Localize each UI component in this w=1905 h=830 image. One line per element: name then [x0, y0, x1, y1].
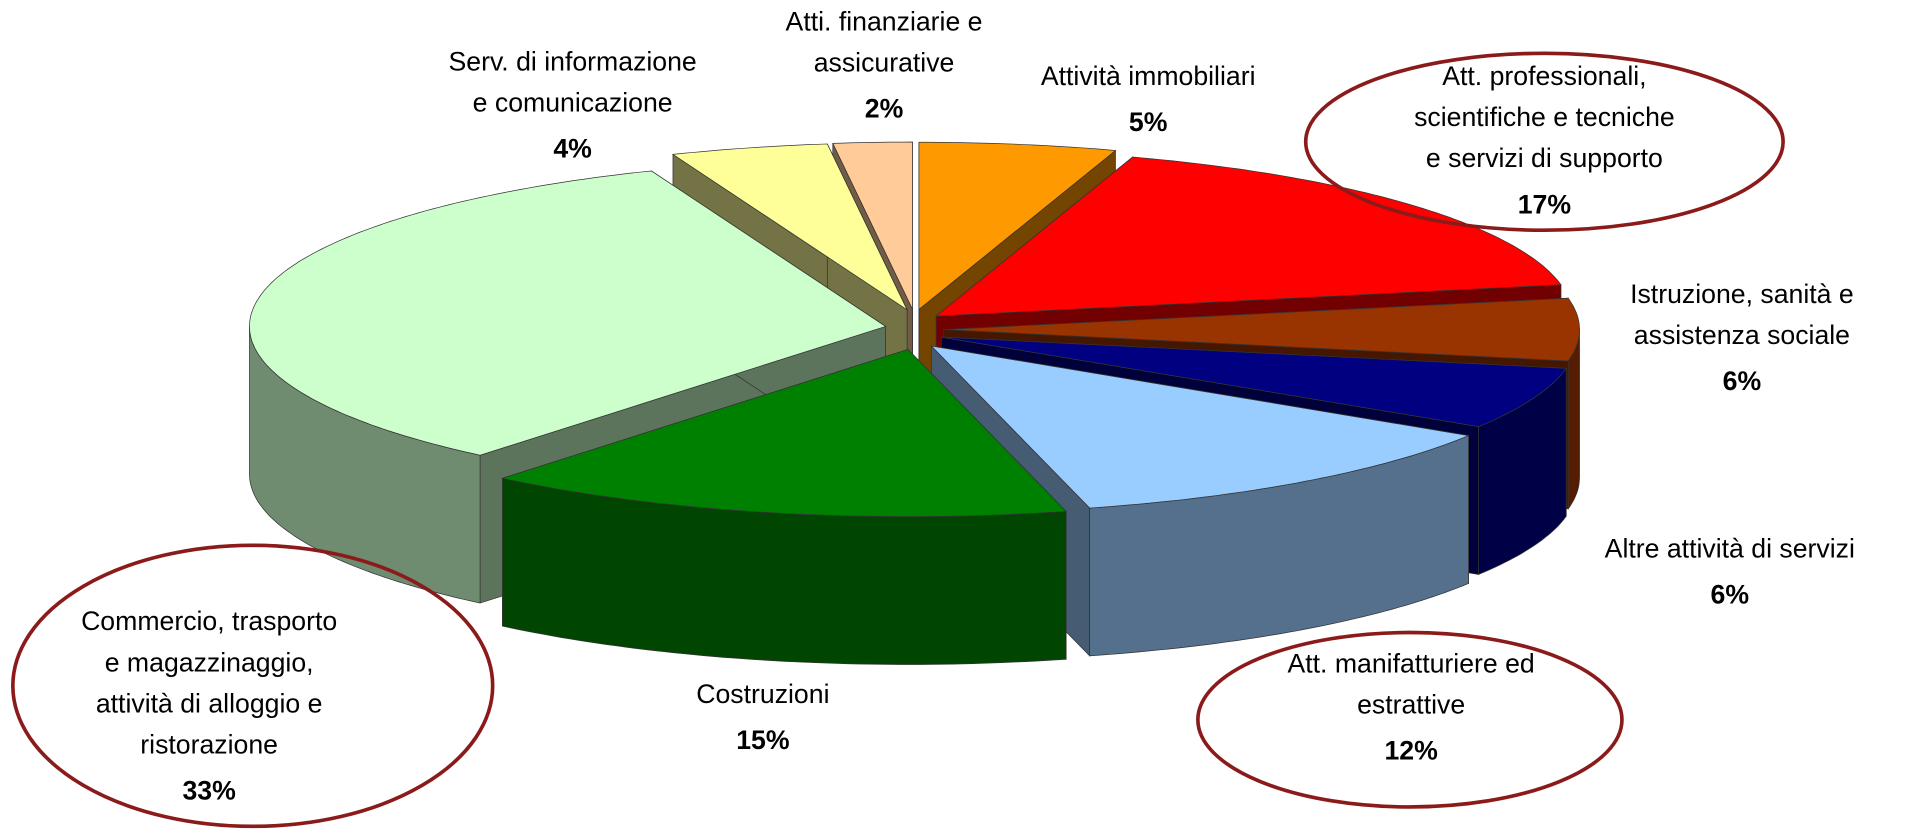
highlight-ellipse — [1303, 51, 1785, 233]
slice — [249, 170, 887, 456]
slice — [943, 297, 1580, 362]
slice-label: Att. professionali, scientifiche e tecnic… — [1414, 61, 1675, 173]
value-label: 17% — [1518, 189, 1571, 219]
slice-label-line: scientifiche e tecniche — [1414, 102, 1675, 132]
slice-label-line: assicurative — [814, 47, 955, 77]
slice-label-line: Serv. di informazione — [449, 46, 697, 76]
slice-label-line: Attività immobiliari — [1041, 61, 1256, 91]
pie — [249, 141, 1580, 665]
value-label: 33% — [182, 776, 235, 806]
slice-label-line: Atti. finanziarie e — [786, 6, 983, 36]
slice-label: Serv. di informazione e comunicazione — [449, 46, 697, 117]
value-label: 5% — [1129, 107, 1168, 137]
slice-label-line: Costruzioni — [696, 679, 829, 709]
value-label: 2% — [865, 94, 904, 124]
value-label: 6% — [1711, 579, 1750, 609]
value-label: 4% — [553, 134, 592, 164]
highlight-ellipse — [11, 543, 495, 829]
slice-label-line: Att. professionali, — [1442, 61, 1646, 91]
slice-label-line: Istruzione, sanità e — [1630, 279, 1854, 309]
slice — [930, 345, 1470, 509]
slice — [671, 143, 908, 311]
slice-label-line: e magazzinaggio, — [105, 647, 314, 677]
slice — [935, 156, 1562, 317]
slice-label-line: Altre attività di servizi — [1605, 533, 1855, 563]
slice-label-line: e comunicazione — [473, 87, 673, 117]
slice — [501, 349, 1067, 518]
slice-label: Atti. finanziarie e assicurative — [786, 6, 983, 77]
slice-label: Altre attività di servizi — [1605, 533, 1855, 563]
value-label: 6% — [1723, 366, 1762, 396]
slice-label: Istruzione, sanità e assistenza sociale — [1630, 279, 1854, 350]
slice-label-line: ristorazione — [140, 730, 278, 760]
slice-label-line: Att. manifatturiere ed — [1287, 648, 1534, 678]
slice — [832, 141, 913, 310]
slice-label: Attività immobiliari — [1041, 61, 1256, 91]
value-label: 12% — [1384, 736, 1437, 766]
slice-label-line: assistenza sociale — [1634, 320, 1850, 350]
highlight-ellipse — [1196, 630, 1624, 809]
labels: Attività immobiliari 5% Att. professionali… — [81, 6, 1855, 805]
slice — [941, 336, 1567, 428]
slice-label-line: attività di alloggio e — [96, 688, 323, 718]
slice — [918, 141, 1117, 311]
slice-label: Costruzioni — [696, 679, 829, 709]
slice-label: Commercio, trasporto e magazzinaggio, atti… — [81, 606, 337, 760]
value-label: 15% — [736, 725, 789, 755]
slice-label: Att. manifatturiere ed estrattive — [1287, 648, 1534, 719]
slice-label-line: estrattive — [1357, 690, 1465, 720]
slice-label-line: e servizi di supporto — [1426, 143, 1663, 173]
slice-label-line: Commercio, trasporto — [81, 606, 337, 636]
